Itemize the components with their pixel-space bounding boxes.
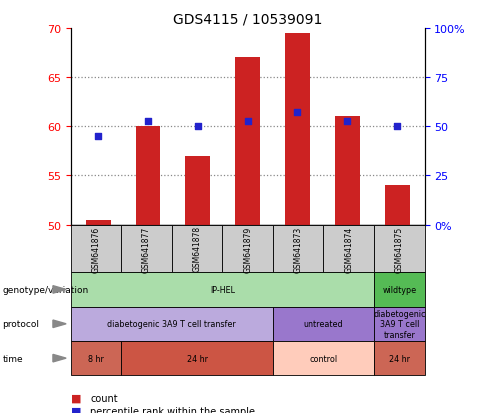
Text: diabetogenic
3A9 T cell
transfer: diabetogenic 3A9 T cell transfer: [373, 309, 426, 339]
Bar: [86, 220, 111, 225]
Text: 24 hr: 24 hr: [389, 354, 410, 363]
Text: GSM641877: GSM641877: [142, 226, 151, 272]
Bar: [285, 34, 310, 225]
Bar: [136, 127, 161, 225]
Text: GSM641873: GSM641873: [294, 226, 303, 272]
Polygon shape: [53, 286, 66, 294]
Bar: [335, 117, 360, 225]
Title: GDS4115 / 10539091: GDS4115 / 10539091: [173, 12, 323, 26]
Point: [144, 119, 152, 126]
Text: diabetogenic 3A9 T cell transfer: diabetogenic 3A9 T cell transfer: [107, 320, 236, 328]
Text: protocol: protocol: [2, 320, 40, 328]
Text: 24 hr: 24 hr: [186, 354, 207, 363]
Text: time: time: [2, 354, 23, 363]
Bar: [185, 157, 210, 225]
Text: control: control: [309, 354, 338, 363]
Text: ■: ■: [71, 406, 81, 413]
Text: untreated: untreated: [304, 320, 343, 328]
Point: [393, 124, 401, 131]
Point: [244, 119, 252, 126]
Text: GSM641879: GSM641879: [243, 226, 252, 272]
Point: [194, 124, 202, 131]
Polygon shape: [53, 320, 66, 328]
Bar: [235, 58, 260, 225]
Bar: [385, 186, 409, 225]
Point: [94, 133, 102, 140]
Text: count: count: [90, 393, 118, 403]
Text: GSM641876: GSM641876: [92, 226, 101, 272]
Point: [294, 109, 302, 116]
Text: GSM641874: GSM641874: [344, 226, 353, 272]
Text: GSM641878: GSM641878: [193, 226, 202, 272]
Text: IP-HEL: IP-HEL: [210, 285, 235, 294]
Text: ■: ■: [71, 393, 81, 403]
Point: [344, 119, 351, 126]
Text: GSM641875: GSM641875: [395, 226, 404, 272]
Text: percentile rank within the sample: percentile rank within the sample: [90, 406, 255, 413]
Text: genotype/variation: genotype/variation: [2, 285, 89, 294]
Polygon shape: [53, 354, 66, 362]
Text: 8 hr: 8 hr: [88, 354, 104, 363]
Text: wildtype: wildtype: [382, 285, 416, 294]
